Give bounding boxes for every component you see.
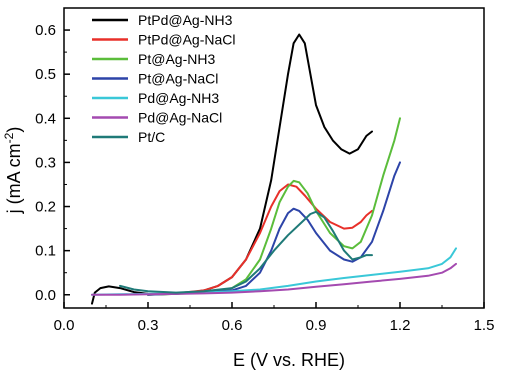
series-line-4	[147, 161, 401, 296]
y-tick-label: 0.1	[35, 243, 56, 260]
legend-label-2: PtPd@Ag-NaCl	[138, 32, 235, 48]
series-line-2	[147, 183, 373, 296]
x-tick-label: 0.6	[222, 317, 243, 334]
legend-label-5: Pd@Ag-NH3	[138, 90, 219, 106]
x-tick-label: 1.5	[474, 317, 495, 334]
series-layer	[91, 33, 457, 305]
y-axis-title: j (mA cm-2)	[2, 127, 24, 215]
legend-layer: PtPd@Ag-NH3 PtPd@Ag-NaCl Pt@Ag-NH3 Pt@Ag-Na…	[92, 12, 235, 145]
x-tick-label: 0.9	[306, 317, 327, 334]
axes-layer: 0.0 0.3 0.6 0.9 1.2 1.5 0.0 0.1 0.2 0.3 0.4 0.5 0.6	[35, 7, 495, 334]
y-tick-label: 0.4	[35, 110, 56, 127]
legend-label-3: Pt@Ag-NH3	[138, 51, 215, 67]
legend-label-7: Pt/C	[138, 129, 165, 145]
series-line-1	[91, 33, 373, 305]
y-tick-label: 0.2	[35, 199, 56, 216]
series-line-6	[91, 262, 457, 296]
x-axis-title: E (V vs. RHE)	[233, 350, 345, 370]
y-tick-label: 0.0	[35, 287, 56, 304]
y-tick-label: 0.6	[35, 22, 56, 39]
y-tick-label: 0.5	[35, 66, 56, 83]
series-line-7	[119, 210, 373, 294]
y-axis-title-main: j (mA cm	[4, 143, 24, 214]
y-axis-title-superscript: -2	[2, 132, 16, 143]
x-tick-label: 0.0	[54, 317, 75, 334]
legend-label-6: Pd@Ag-NaCl	[138, 110, 222, 126]
x-tick-label: 0.3	[138, 317, 159, 334]
y-axis-title-close: )	[4, 127, 24, 133]
legend-label-4: Pt@Ag-NaCl	[138, 71, 218, 87]
y-tick-label: 0.3	[35, 154, 56, 171]
legend-label-1: PtPd@Ag-NH3	[138, 12, 233, 28]
x-tick-label: 1.2	[390, 317, 411, 334]
